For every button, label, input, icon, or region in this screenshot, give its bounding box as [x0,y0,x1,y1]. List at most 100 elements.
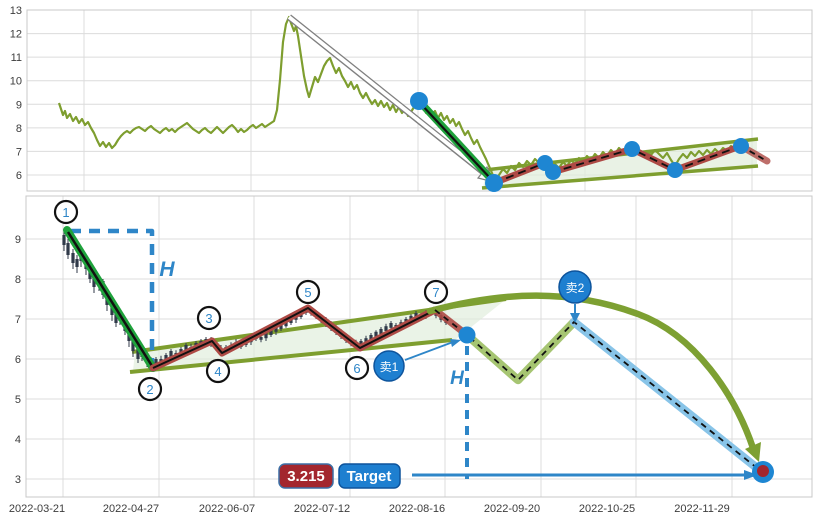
sell2-marker-label: 卖2 [566,281,585,295]
bottom-y-axis-label: 3 [15,474,21,486]
bottom-channel-fill [133,300,505,371]
white-arrow-shaft [287,15,489,177]
top-pivot-dot[interactable] [485,174,503,192]
top-y-axis-label: 9 [16,99,22,111]
top-pivot-dot[interactable] [545,164,561,180]
candle-body [389,323,393,328]
bottom-y-axis-label: 5 [15,394,21,406]
height-H-label: H [159,258,175,281]
wave-7-label: 7 [432,285,439,300]
wave-4-label: 4 [214,364,221,379]
top-y-axis-label: 12 [10,29,22,41]
curved-projection-arrow [426,292,757,452]
x-axis-date-label: 2022-04-27 [103,503,159,515]
x-axis-date-label: 2022-06-07 [199,503,255,515]
height-H-dashed-line [70,228,155,366]
x-axis-date-label: 2022-03-21 [9,503,65,515]
candle-body [264,333,268,339]
bottom-y-axis-label: 9 [15,234,21,246]
sell1-pointer-head [450,339,461,347]
candle-body [131,339,135,351]
candle-body [364,338,368,343]
candle-body [259,337,263,340]
target-height-H-label: H [450,368,465,389]
wave-6-label: 6 [353,361,360,376]
wave-1-label: 1 [62,205,69,220]
target-price-badge[interactable] [278,463,334,489]
candle-body [114,313,118,323]
wave-2-label: 2 [146,382,153,397]
candle-body [269,330,273,335]
top-y-axis-label: 13 [10,5,22,17]
top-pivot-dot[interactable] [667,162,683,178]
bottom-zigzag-core [152,307,436,369]
wave-1-circle[interactable] [53,199,79,225]
bottom-y-axis-label: 8 [15,274,21,286]
top-y-axis-label: 11 [11,52,22,64]
wave-5-label: 5 [304,285,311,300]
candle-body [414,313,418,319]
x-axis-date-label: 2022-09-20 [484,503,540,515]
candle-body [164,355,168,361]
x-axis-date-label: 2022-10-25 [579,503,635,515]
x-axis-date-label: 2022-08-16 [389,503,445,515]
candle-body [184,345,188,351]
candle-body [374,331,378,337]
projection-core-dashed [434,309,763,473]
top-y-axis-label: 10 [10,76,22,88]
candle-body [136,349,140,359]
candle-body [274,327,278,332]
target-arrow-head [744,470,758,480]
top-zigzag-core [493,145,742,184]
top-panel-border [26,9,813,192]
candle-body [379,329,383,335]
candle-body [284,321,288,327]
candle-body [66,243,70,255]
wave-2-circle[interactable] [137,376,163,402]
bottom-impulse-core [66,231,154,367]
sell1-pointer-line [404,341,454,361]
top-y-axis-label: 7 [16,146,22,158]
top-pivot-dot[interactable] [410,92,428,110]
top-pivot-dot[interactable] [624,141,640,157]
x-axis-date-label: 2022-11-29 [674,503,729,515]
sell2-pointer-head [570,313,580,323]
top-impulse-core [419,102,491,179]
wave-7-circle[interactable] [423,279,449,305]
target-badge[interactable] [338,463,401,489]
wave-3-circle[interactable] [196,305,222,331]
candle-body [92,277,96,287]
target-badge-label: Target [347,468,392,485]
top-pivot-dot[interactable] [733,138,749,154]
sell2-marker[interactable] [558,270,592,304]
bottom-panel-border [25,195,813,498]
candle-body [359,341,363,345]
wave-4-circle[interactable] [205,358,231,384]
top-y-axis-label: 6 [16,170,22,182]
candle-body [71,253,75,263]
wave-6-circle[interactable] [344,355,370,381]
candle-body [62,235,66,245]
candle-body [75,259,79,267]
wave-5-circle[interactable] [295,279,321,305]
target-price-badge-label: 3.215 [287,468,325,485]
projection-leg-green [462,317,579,385]
bottom-y-axis-label: 6 [15,354,21,366]
candle-body [369,335,373,340]
candle-body [169,351,173,357]
candle-body [384,326,388,331]
pivot-dot[interactable] [458,326,476,344]
candle-body [154,359,158,365]
sell1-marker[interactable] [373,350,405,382]
bottom-y-axis-label: 4 [15,434,21,446]
wave-3-label: 3 [205,311,212,326]
top-channel-lower-line [481,164,759,190]
curved-projection-arrow-head [745,442,761,462]
bottom-y-axis-label: 7 [15,314,21,326]
candle-body [279,323,283,329]
top-y-axis-label: 8 [16,123,22,135]
sell1-marker-label: 卖1 [380,360,399,374]
target-dot-inner [757,465,769,477]
